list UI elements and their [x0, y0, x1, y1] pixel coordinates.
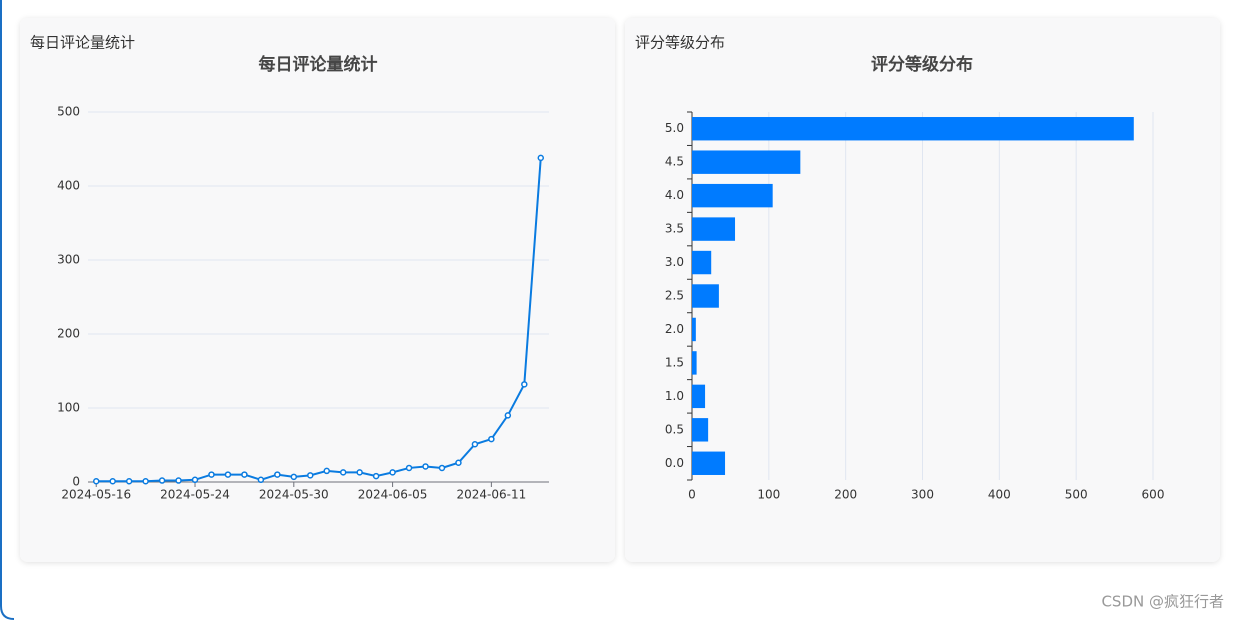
- point: [109, 478, 116, 485]
- point: [142, 478, 149, 485]
- chart-title: 评分等级分布: [871, 54, 973, 75]
- point: [92, 478, 100, 485]
- y-tick-label: 400: [57, 179, 80, 193]
- bar: [692, 351, 697, 375]
- y-tick-label: 0.5: [665, 422, 684, 436]
- y-tick-label: 0: [72, 475, 80, 489]
- bar: [692, 317, 696, 342]
- point: [405, 464, 413, 472]
- point: [372, 472, 380, 480]
- point: [504, 412, 512, 419]
- bar: [692, 150, 801, 174]
- bar: [692, 451, 726, 475]
- x-tick-label: 2024-05-30: [259, 488, 329, 502]
- y-tick-label: 5.0: [665, 121, 684, 135]
- y-tick-label: 3.0: [665, 255, 684, 269]
- x-tick-label: 0: [688, 488, 696, 502]
- x-tick-label: 600: [1142, 488, 1165, 502]
- line: [96, 157, 542, 483]
- x-tick-label: 2024-06-11: [457, 488, 527, 502]
- y-tick-label: 100: [57, 401, 80, 415]
- point: [455, 459, 462, 467]
- x-tick-label: 100: [757, 488, 780, 502]
- y-tick-label: 2.0: [665, 322, 684, 336]
- x-tick-label: 2024-05-24: [160, 488, 230, 502]
- y-tick-label: 200: [57, 327, 80, 341]
- y-tick-label: 500: [57, 105, 80, 119]
- y-tick-label: 0.0: [665, 456, 684, 470]
- point: [356, 469, 363, 476]
- y-tick-label: 1.0: [665, 389, 684, 403]
- y-tick-label: 4.5: [665, 155, 684, 169]
- point: [125, 478, 133, 485]
- point: [257, 476, 265, 484]
- point: [537, 154, 545, 162]
- point: [323, 467, 330, 475]
- x-tick-label: 200: [834, 488, 857, 502]
- x-tick-label: 2024-06-05: [358, 488, 428, 502]
- point: [158, 477, 166, 484]
- point: [175, 477, 182, 484]
- point: [191, 476, 199, 484]
- x-tick-label: 500: [1065, 488, 1088, 502]
- bar: [692, 217, 736, 241]
- point: [208, 471, 215, 478]
- point: [471, 441, 479, 448]
- y-tick-label: 300: [57, 253, 80, 267]
- point: [224, 471, 232, 478]
- bar: [692, 418, 709, 442]
- frame-border: [0, 0, 15, 620]
- y-tick-label: 1.5: [665, 355, 684, 369]
- point: [389, 469, 396, 476]
- x-tick-label: 400: [988, 488, 1011, 502]
- chart-title: 每日评论量统计: [259, 54, 378, 75]
- y-tick-label: 4.0: [665, 188, 684, 202]
- point: [521, 381, 528, 388]
- bar: [692, 384, 706, 409]
- point: [488, 435, 495, 443]
- point: [241, 471, 248, 478]
- y-tick-label: 2.5: [665, 289, 684, 303]
- card-heading: 每日评论量统计: [30, 34, 135, 52]
- bar: [692, 117, 1134, 141]
- bar: [692, 250, 712, 275]
- point: [438, 464, 446, 472]
- point: [290, 473, 298, 481]
- x-tick-label: 300: [911, 488, 934, 502]
- watermark: CSDN @疯狂行者: [1101, 593, 1224, 611]
- x-tick-label: 2024-05-16: [61, 488, 131, 502]
- bar: [692, 183, 773, 208]
- card-heading: 评分等级分布: [635, 34, 725, 52]
- point: [339, 469, 347, 476]
- card: [20, 18, 615, 562]
- point: [422, 463, 429, 470]
- bar: [692, 284, 719, 308]
- point: [307, 472, 314, 479]
- point: [274, 471, 281, 478]
- y-tick-label: 3.5: [665, 222, 684, 236]
